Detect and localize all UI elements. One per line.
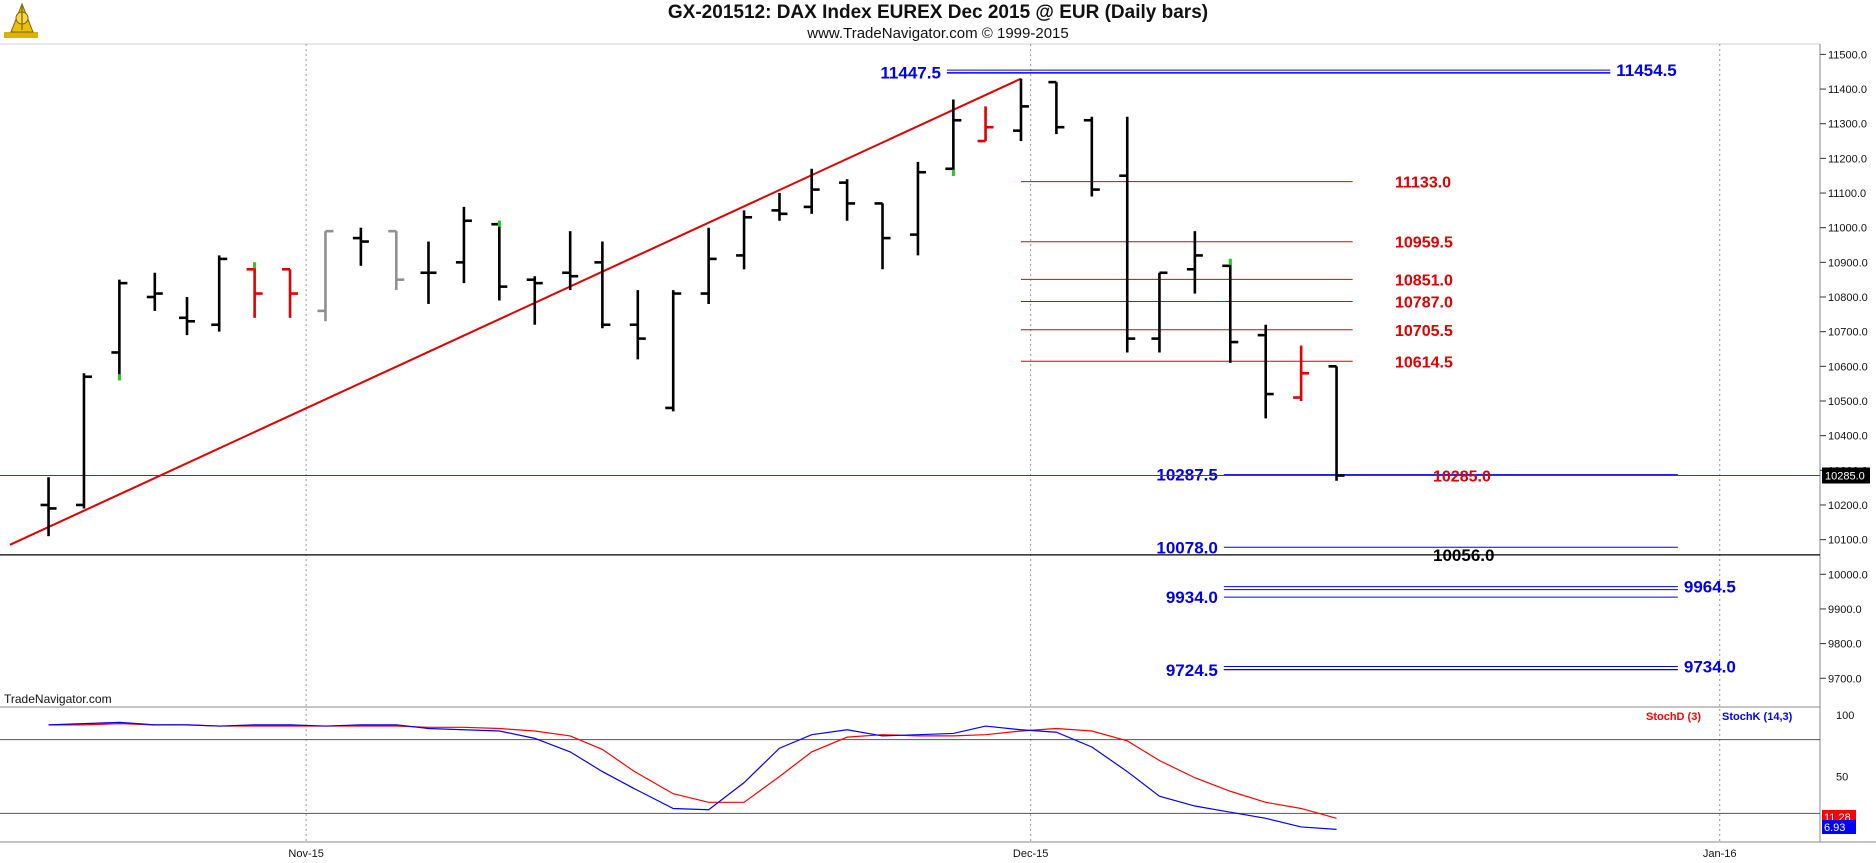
level-label: 11454.5 bbox=[1616, 61, 1677, 80]
level-label: 10285.0 bbox=[1433, 469, 1491, 486]
y-tick-label: 10700.0 bbox=[1828, 327, 1868, 339]
x-tick-label: Dec-15 bbox=[1013, 848, 1048, 860]
level-label: 10614.5 bbox=[1395, 354, 1453, 371]
stoch-k-value-box bbox=[1822, 820, 1856, 834]
trade-navigator-logo-icon bbox=[4, 2, 38, 38]
watermark-text: TradeNavigator.com bbox=[4, 692, 112, 706]
y-tick-label: 11500.0 bbox=[1828, 49, 1867, 61]
y-tick-label: 10100.0 bbox=[1828, 535, 1868, 547]
y-tick-label: 9800.0 bbox=[1828, 639, 1862, 651]
stoch-y-tick-label: 100 bbox=[1836, 710, 1854, 722]
current-price-box bbox=[1822, 467, 1870, 484]
level-label: 9934.0 bbox=[1166, 588, 1218, 607]
level-label: 9964.5 bbox=[1684, 578, 1736, 597]
chart-title: GX-201512: DAX Index EUREX Dec 2015 @ EU… bbox=[667, 2, 1209, 23]
x-tick-label: Nov-15 bbox=[288, 848, 323, 860]
stoch-k-value: 6.93 bbox=[1824, 822, 1845, 834]
stoch-legend-k: StochK (14,3) bbox=[1722, 711, 1793, 723]
y-tick-label: 10900.0 bbox=[1828, 257, 1868, 269]
stoch-line bbox=[48, 723, 1337, 819]
level-label: 10787.0 bbox=[1395, 295, 1453, 312]
stoch-y-tick-label: 50 bbox=[1836, 772, 1848, 784]
level-label: 10851.0 bbox=[1395, 272, 1453, 289]
stoch-line bbox=[48, 721, 1337, 830]
y-tick-label: 10200.0 bbox=[1828, 500, 1868, 512]
level-label: 11133.0 bbox=[1395, 175, 1451, 192]
y-tick-label: 11100.0 bbox=[1828, 188, 1866, 200]
y-tick-label: 9900.0 bbox=[1828, 604, 1862, 616]
y-tick-label: 10600.0 bbox=[1828, 361, 1868, 373]
y-tick-label: 10500.0 bbox=[1828, 396, 1868, 408]
level-label: 10705.5 bbox=[1395, 323, 1453, 340]
y-tick-label: 10000.0 bbox=[1828, 569, 1868, 581]
y-tick-label: 11200.0 bbox=[1828, 153, 1867, 165]
trendline bbox=[9, 77, 1022, 546]
level-label: 10078.0 bbox=[1156, 538, 1217, 557]
y-tick-label: 11300.0 bbox=[1828, 119, 1867, 131]
level-label: 9734.0 bbox=[1684, 657, 1736, 676]
level-label: 10056.0 bbox=[1433, 546, 1494, 565]
y-tick-label: 11400.0 bbox=[1828, 84, 1867, 96]
y-tick-label: 9700.0 bbox=[1828, 673, 1862, 685]
y-tick-label: 10800.0 bbox=[1828, 292, 1868, 304]
y-tick-label: 10400.0 bbox=[1828, 431, 1868, 443]
stoch-legend-d: StochD (3) bbox=[1646, 711, 1701, 723]
current-price-label: 10285.0 bbox=[1825, 471, 1865, 483]
level-label: 9724.5 bbox=[1166, 661, 1218, 680]
x-tick-label: Jan-16 bbox=[1703, 848, 1737, 860]
chart-subtitle: www.TradeNavigator.com © 1999-2015 bbox=[807, 25, 1069, 42]
y-tick-label: 11000.0 bbox=[1828, 223, 1867, 235]
level-label: 10959.5 bbox=[1395, 235, 1453, 252]
level-label: 11447.5 bbox=[880, 64, 941, 83]
